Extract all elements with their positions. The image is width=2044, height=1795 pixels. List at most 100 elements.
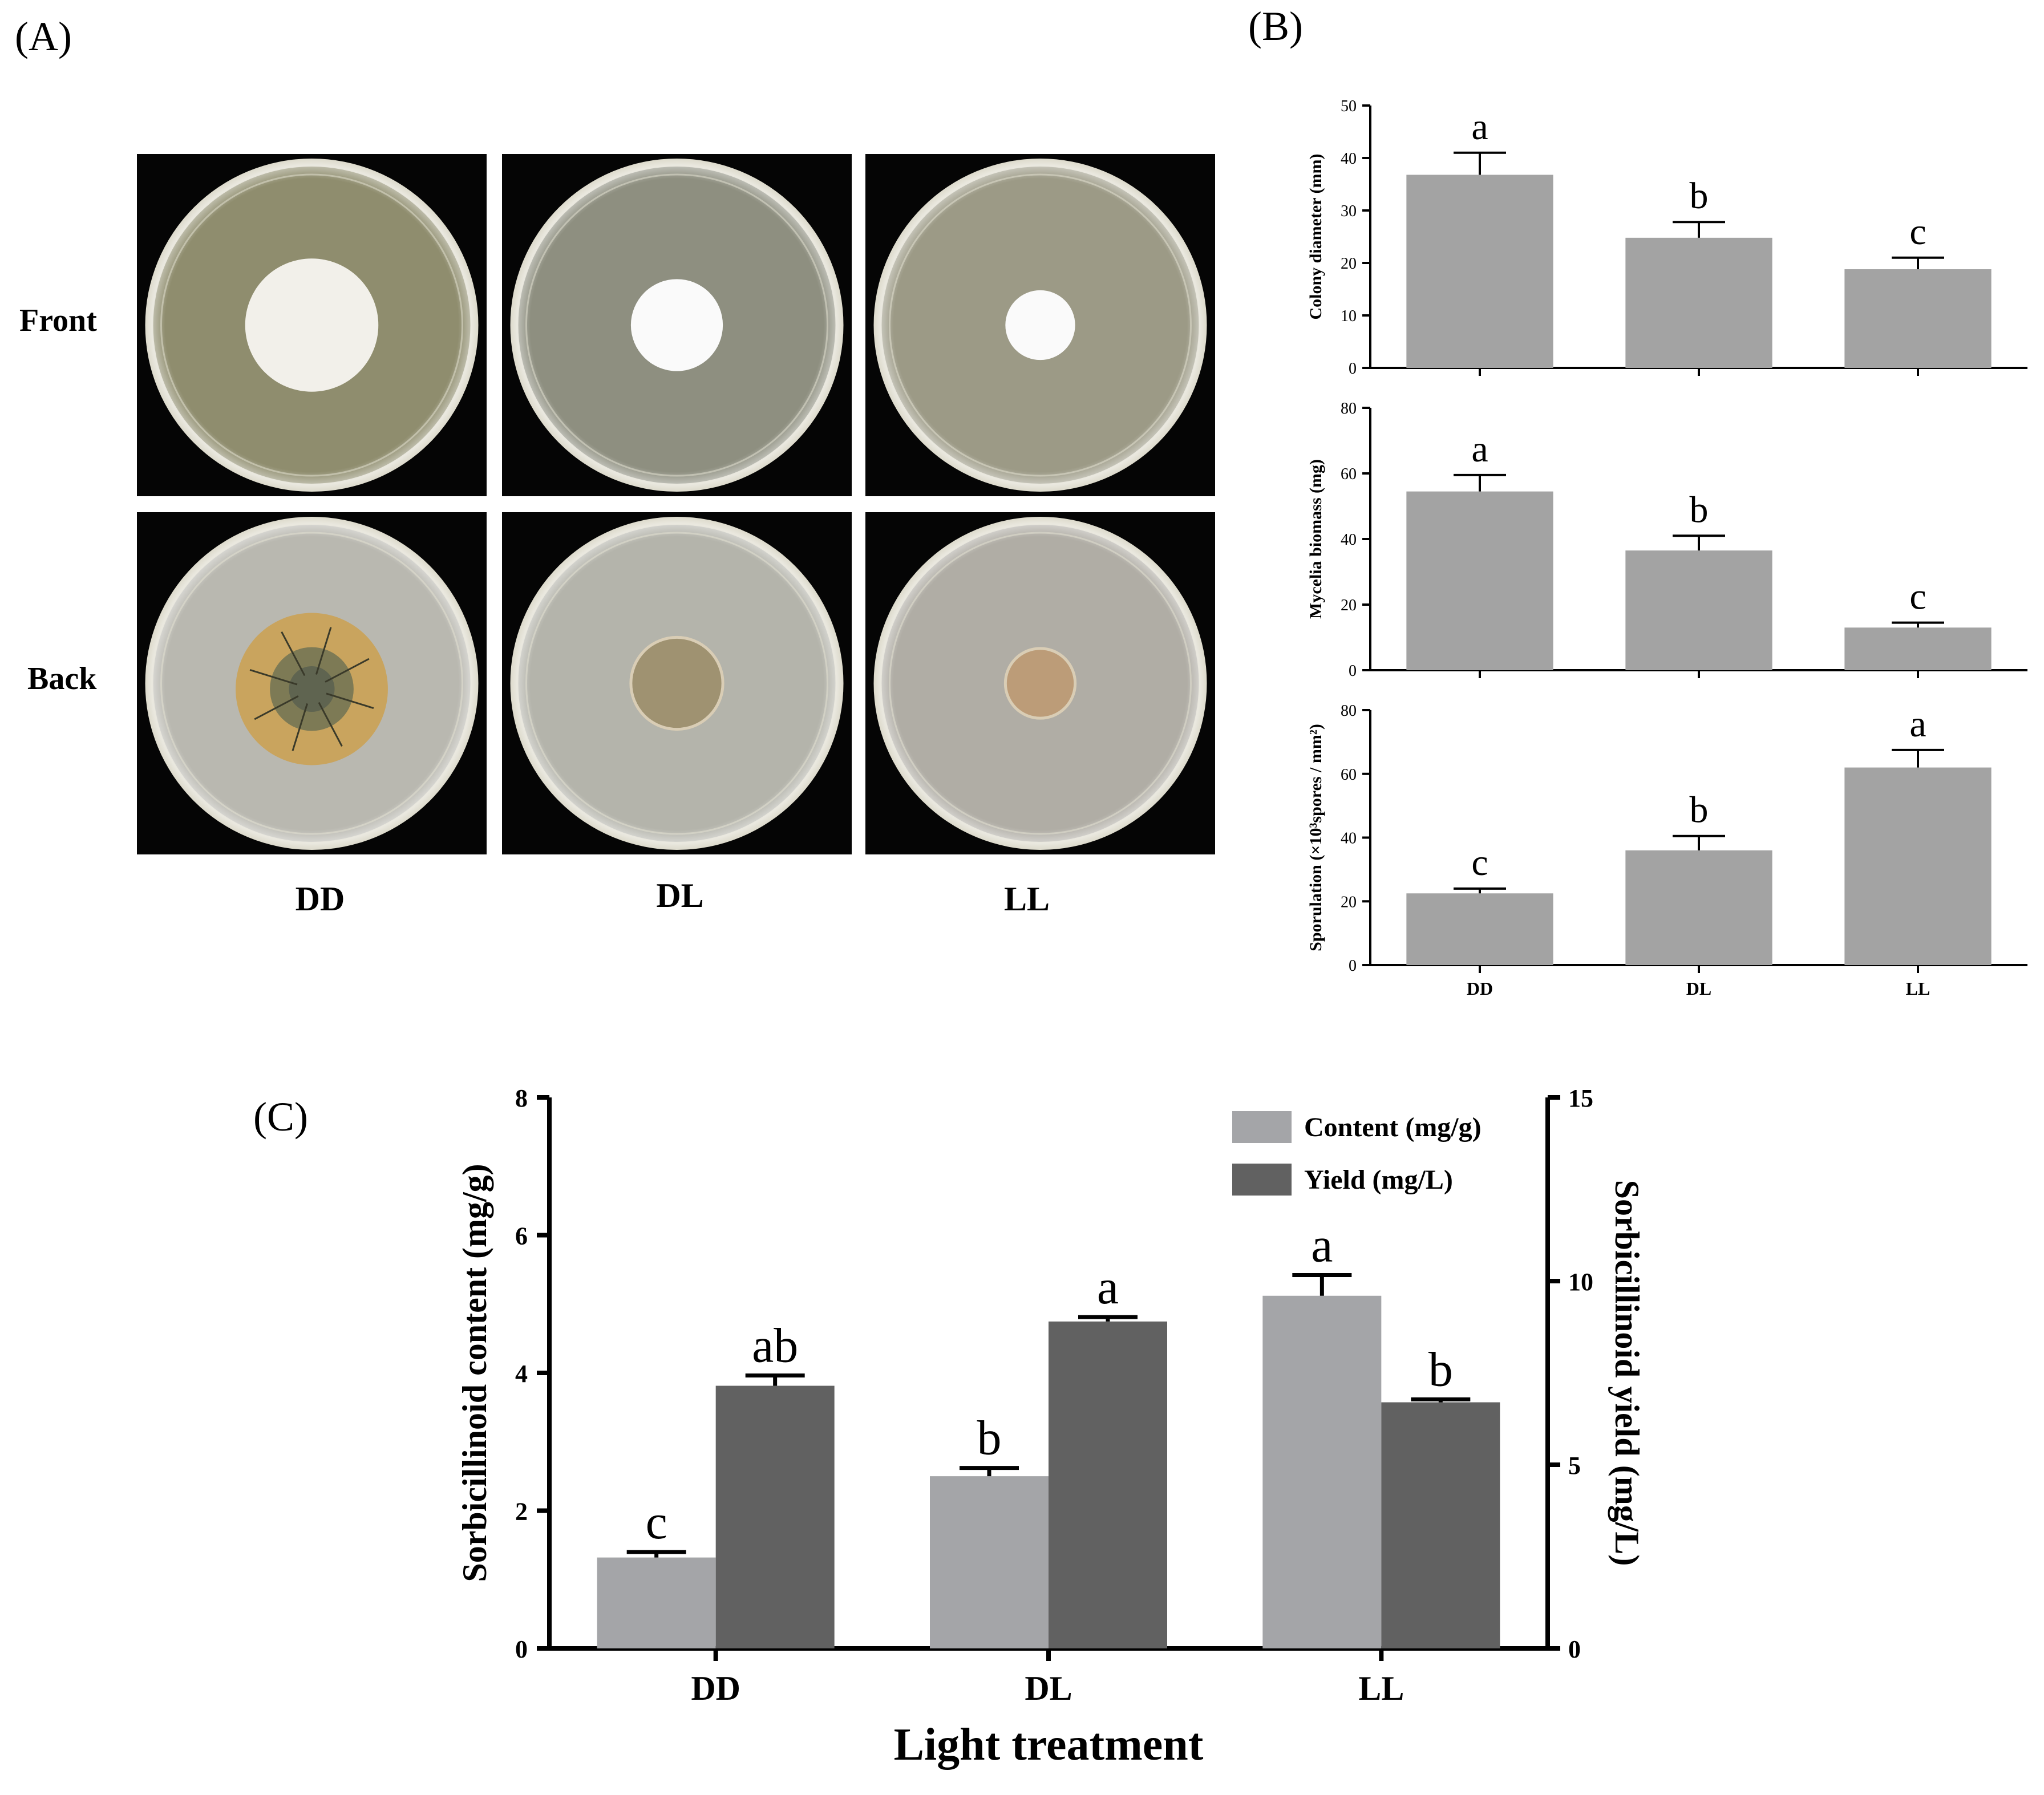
y-tick-label: 60 xyxy=(1341,766,1357,784)
bar-yield-dl xyxy=(1049,1321,1167,1648)
right-y-tick-label: 0 xyxy=(1568,1635,1581,1663)
col-label-dd: DD xyxy=(296,880,345,918)
panel-b-label: (B) xyxy=(1248,3,1303,49)
colony-crack xyxy=(292,703,309,751)
bar-ll xyxy=(1844,767,1992,965)
petri-plate-front-ll xyxy=(865,154,1215,496)
bar-dd xyxy=(1406,491,1553,670)
plate-inner-rim xyxy=(525,173,828,477)
petri-plate-back-ll xyxy=(865,512,1215,854)
x-tick-label: LL xyxy=(1358,1670,1404,1707)
bar-content-dl xyxy=(930,1476,1049,1648)
right-y-tick-label: 10 xyxy=(1568,1268,1593,1296)
bar-dd xyxy=(1406,175,1553,368)
bar-dl xyxy=(1625,237,1772,368)
x-axis-label: Light treatment xyxy=(894,1720,1204,1770)
y-tick-label: 0 xyxy=(1349,662,1357,680)
petri-plate-back-dd xyxy=(137,512,487,854)
significance-letter: a xyxy=(1909,703,1926,745)
colony-crack xyxy=(318,702,343,747)
y-tick-label: 20 xyxy=(1341,255,1357,273)
significance-letter: c xyxy=(1471,842,1488,884)
y-tick-label: 50 xyxy=(1341,98,1357,115)
legend-label: Content (mg/g) xyxy=(1304,1112,1482,1142)
panel-c-label: (C) xyxy=(253,1094,308,1140)
significance-letter: a xyxy=(1311,1218,1333,1273)
x-tick-label: DL xyxy=(1025,1670,1072,1707)
col-label-ll: LL xyxy=(1004,880,1050,918)
colony-crack xyxy=(315,627,332,675)
bar-content-ll xyxy=(1262,1295,1382,1648)
bar-ll xyxy=(1844,627,1992,670)
colony-crack xyxy=(249,669,298,686)
x-tick-label: DL xyxy=(1686,978,1711,999)
bar-dd xyxy=(1406,893,1553,965)
x-tick-label: DD xyxy=(1467,978,1493,999)
colony xyxy=(1005,648,1075,719)
significance-letter: a xyxy=(1471,106,1488,148)
significance-letter: b xyxy=(1690,789,1709,831)
x-tick-label: DD xyxy=(691,1670,740,1707)
plate-inner-rim xyxy=(160,532,463,835)
colony xyxy=(245,258,379,392)
left-y-tick-label: 0 xyxy=(515,1635,528,1663)
legend-label: Yield (mg/L) xyxy=(1304,1165,1453,1195)
left-y-axis-label: Sorbicillinoid content (mg/g) xyxy=(456,1164,493,1582)
y-tick-label: 0 xyxy=(1349,360,1357,378)
bar-yield-dd xyxy=(715,1385,835,1648)
petri-plate-front-dl xyxy=(502,154,852,496)
colony-crack xyxy=(325,658,370,683)
colony-edge xyxy=(1003,647,1077,720)
y-axis-label: Colony diameter (mm) xyxy=(1306,153,1325,319)
y-tick-label: 0 xyxy=(1349,957,1357,975)
y-tick-label: 10 xyxy=(1341,307,1357,325)
row-label-front: Front xyxy=(19,303,97,338)
panel-a-plates: Front Back DD DL LL xyxy=(19,154,1215,918)
row-label-back: Back xyxy=(27,661,97,696)
significance-letter: c xyxy=(1909,211,1926,253)
significance-letter: b xyxy=(1690,489,1709,530)
significance-letter: b xyxy=(1428,1342,1453,1396)
plate-inner-rim xyxy=(889,173,1192,477)
right-y-tick-label: 15 xyxy=(1568,1084,1593,1112)
colony xyxy=(1005,290,1075,360)
significance-letter: b xyxy=(977,1411,1002,1465)
significance-letter: c xyxy=(646,1494,667,1549)
colony xyxy=(630,637,723,730)
significance-letter: b xyxy=(1690,175,1709,217)
significance-letter: ab xyxy=(752,1318,798,1373)
colony-crack xyxy=(281,631,306,676)
right-y-axis-label: Sorbicillinoid yield (mg/L) xyxy=(1608,1180,1646,1566)
colony-core xyxy=(289,666,335,712)
chart-mycelia-biomass: 0 20 40 60 80 a b c Mycelia biomass (mg) xyxy=(1306,400,2027,680)
significance-letter: a xyxy=(1471,428,1488,470)
significance-letter: a xyxy=(1097,1259,1119,1314)
colony-edge xyxy=(629,635,724,731)
chart-sporulation: 0 20 40 60 80 c DD b DL a LL Sporulation (×10³spore… xyxy=(1306,702,2027,999)
left-y-tick-label: 8 xyxy=(515,1084,528,1112)
significance-letter: c xyxy=(1909,576,1926,618)
legend-swatch xyxy=(1232,1111,1292,1143)
y-tick-label: 20 xyxy=(1341,893,1357,911)
col-label-dl: DL xyxy=(656,877,703,914)
x-tick-label: LL xyxy=(1906,978,1930,999)
plate-inner-rim xyxy=(160,173,463,477)
y-tick-label: 20 xyxy=(1341,597,1357,614)
y-tick-label: 40 xyxy=(1341,830,1357,848)
bar-content-dd xyxy=(597,1557,716,1648)
petri-plate-back-dl xyxy=(502,512,852,854)
left-y-tick-label: 2 xyxy=(515,1498,528,1526)
bar-dl xyxy=(1625,550,1772,670)
y-axis-label: Sporulation (×10³spores / mm²) xyxy=(1306,724,1325,951)
y-tick-label: 80 xyxy=(1341,702,1357,720)
plate-inner-rim xyxy=(525,532,828,835)
legend-swatch xyxy=(1232,1164,1292,1196)
right-y-tick-label: 5 xyxy=(1568,1452,1581,1480)
colony-crack xyxy=(254,695,299,720)
bar-ll xyxy=(1844,269,1992,368)
left-y-tick-label: 6 xyxy=(515,1222,528,1250)
chart-colony-diameter: 0 10 20 30 40 50 a b c Colony diameter (mm) xyxy=(1306,98,2027,378)
left-y-tick-label: 4 xyxy=(515,1360,528,1388)
